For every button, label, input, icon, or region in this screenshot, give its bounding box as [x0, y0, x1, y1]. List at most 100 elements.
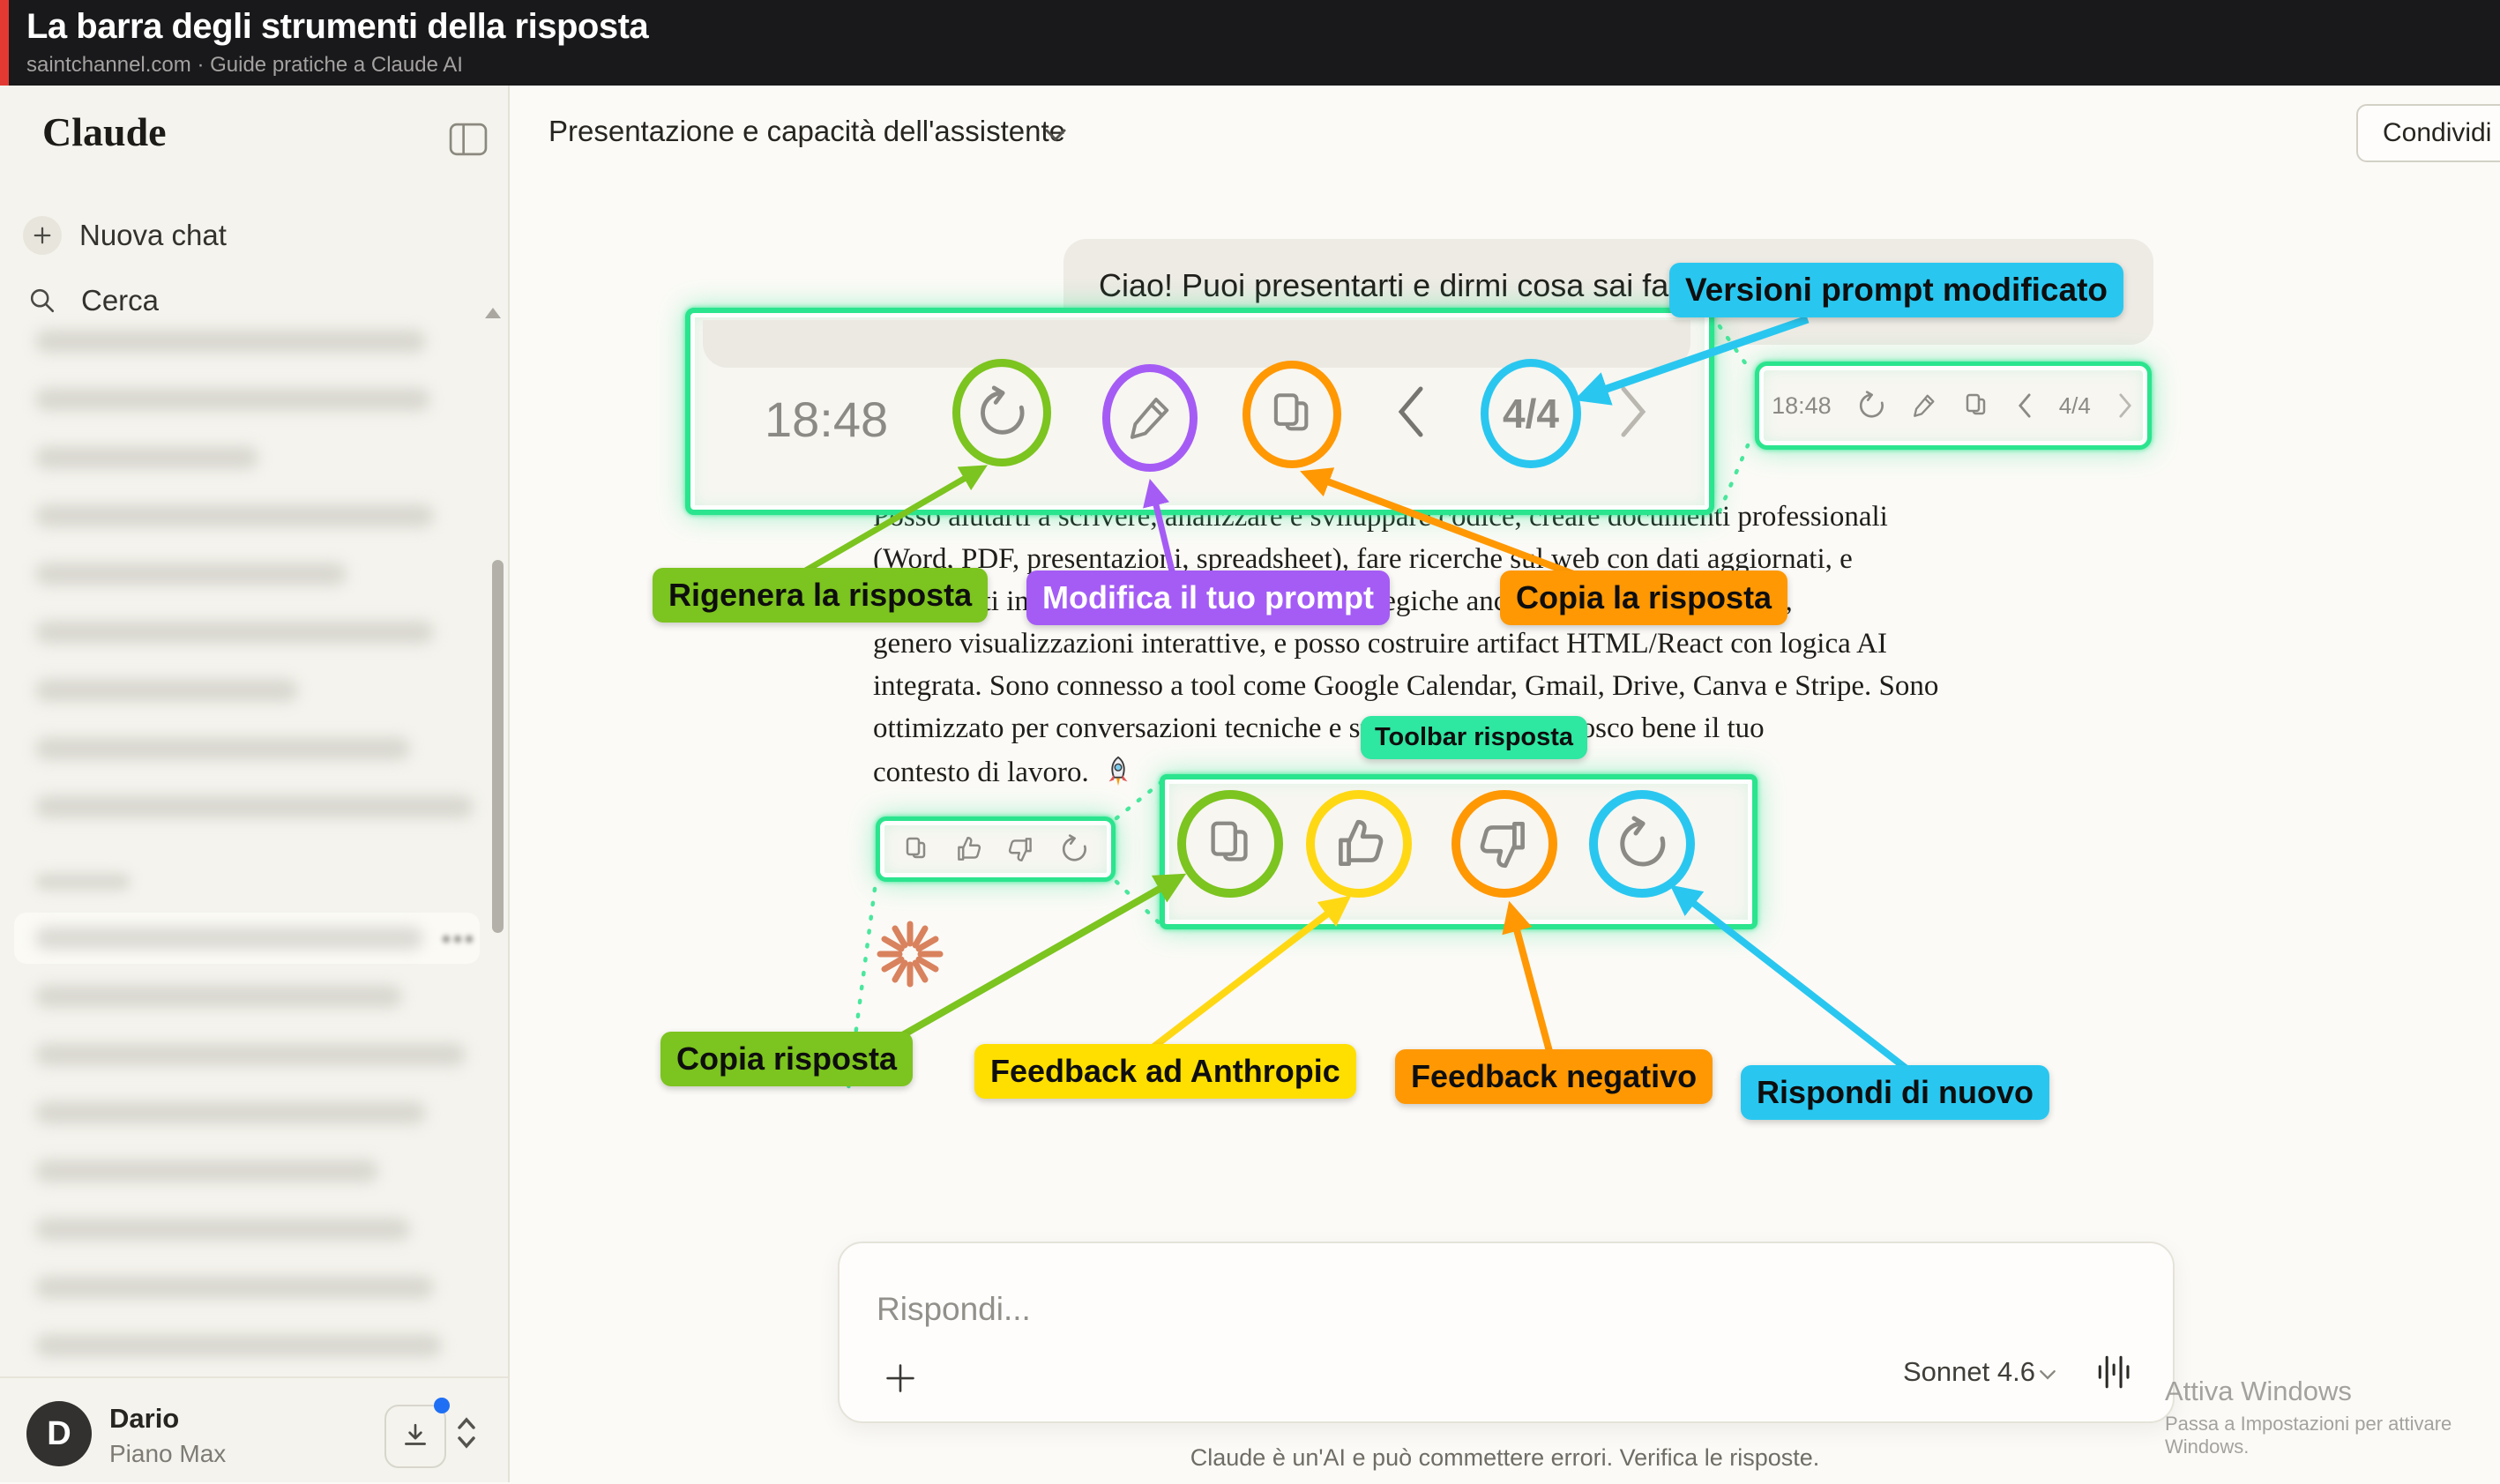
- label-feedback-negative: Feedback negativo: [1395, 1049, 1713, 1104]
- blurred-chat-title[interactable]: [35, 504, 434, 527]
- copy-icon: [1186, 799, 1274, 889]
- chevron-down-icon[interactable]: [2039, 1368, 2056, 1385]
- thumbs-down-icon: [1460, 799, 1549, 889]
- video-title-banner: La barra degli strumenti della risposta …: [0, 0, 2500, 86]
- blurred-chat-title[interactable]: [35, 621, 434, 644]
- banner-accent-stripe: [0, 0, 9, 86]
- blurred-chat-title[interactable]: [35, 330, 426, 353]
- message-toolbar: 18:48 4/4: [1755, 362, 2152, 450]
- plus-icon: [886, 1364, 914, 1392]
- avatar: D: [26, 1401, 92, 1466]
- model-selector[interactable]: Sonnet 4.6: [1903, 1356, 2035, 1387]
- retry-icon: [1598, 799, 1686, 889]
- page-indicator: 4/4: [1503, 391, 1559, 436]
- search-button[interactable]: Cerca: [0, 274, 508, 327]
- windows-activation-watermark: Attiva Windows Passa a Impostazioni per …: [2165, 1376, 2500, 1458]
- label-feedback-anthropic: Feedback ad Anthropic: [974, 1044, 1356, 1099]
- share-button[interactable]: Condividi: [2356, 104, 2500, 162]
- waveform-icon: [2098, 1355, 2130, 1389]
- user-plan: Piano Max: [109, 1440, 227, 1467]
- retry-icon[interactable]: [1059, 834, 1089, 864]
- label-edit-prompt: Modifica il tuo prompt: [1026, 570, 1390, 625]
- blurred-chat-title[interactable]: [35, 1334, 442, 1357]
- blurred-chat-title[interactable]: [35, 985, 402, 1008]
- search-icon: [25, 283, 60, 318]
- ai-disclaimer: Claude è un'AI e può commettere errori. …: [1190, 1444, 1820, 1471]
- watermark-line2: Passa a Impostazioni per attivare Window…: [2165, 1413, 2452, 1458]
- panel-icon: [449, 123, 488, 156]
- blurred-chat-title[interactable]: [35, 679, 298, 702]
- user-name: Dario: [109, 1403, 180, 1434]
- pencil-icon[interactable]: [1911, 392, 1937, 419]
- message-time: 18:48: [765, 392, 889, 447]
- chevron-right-icon: [1615, 384, 1652, 444]
- blurred-chat-title[interactable]: [35, 563, 347, 585]
- sidebar: Claude Nuova chat Cerca: [0, 86, 510, 1482]
- label-retry: Rispondi di nuovo: [1741, 1065, 2049, 1120]
- blurred-chat-title[interactable]: [35, 1276, 434, 1299]
- user-message-text: Ciao! Puoi presentarti e dirmi cosa sai …: [1099, 267, 1735, 303]
- response-line: genero visualizzazioni interattive, e po…: [873, 628, 1887, 660]
- sidebar-toggle-button[interactable]: [446, 119, 490, 160]
- blurred-chat-title[interactable]: [35, 388, 430, 411]
- thumbs-up-icon[interactable]: [953, 834, 983, 864]
- blurred-chat-title[interactable]: [35, 795, 474, 818]
- copy-icon[interactable]: [902, 835, 930, 863]
- blurred-chat-title[interactable]: [35, 737, 410, 760]
- response-toolbar: [876, 817, 1116, 882]
- sidebar-scrollbar-thumb[interactable]: [492, 560, 504, 933]
- download-icon: [405, 1423, 426, 1445]
- highlight-circle-thumbs-down: [1451, 790, 1557, 898]
- thumbs-up-icon: [1315, 799, 1403, 889]
- blurred-chat-title[interactable]: [35, 1043, 466, 1066]
- response-line-text: contesto di lavoro.: [873, 757, 1089, 788]
- blurred-chat-title[interactable]: [35, 1218, 410, 1241]
- highlight-circle-copy: [1243, 361, 1341, 468]
- copy-icon[interactable]: [1962, 392, 1990, 420]
- highlight-circle-versions: 4/4: [1481, 359, 1581, 468]
- copy-icon: [1250, 369, 1333, 460]
- chevron-right-icon[interactable]: [2116, 392, 2135, 419]
- message-time: 18:48: [1772, 392, 1832, 419]
- highlight-circle-thumbs-up: [1306, 790, 1412, 898]
- voice-mode-button[interactable]: [2095, 1353, 2134, 1396]
- expand-collapse-icon[interactable]: [455, 1415, 478, 1455]
- new-chat-label: Nuova chat: [79, 219, 227, 251]
- response-line: ottimizzato per conversazioni tecniche e…: [873, 712, 1765, 744]
- chevron-left-icon[interactable]: [2015, 392, 2034, 419]
- download-app-button[interactable]: [384, 1405, 446, 1468]
- chevron-left-icon: [1392, 384, 1429, 444]
- highlight-circle-regenerate: [952, 359, 1051, 466]
- thumbs-down-icon[interactable]: [1006, 834, 1036, 864]
- highlight-circle-retry: [1589, 790, 1695, 898]
- search-label: Cerca: [81, 284, 160, 317]
- attach-button[interactable]: [882, 1360, 919, 1401]
- notification-dot: [434, 1398, 450, 1413]
- response-line: integrata. Sono connesso a tool come Goo…: [873, 670, 1939, 702]
- blurred-chat-title[interactable]: [35, 1160, 378, 1182]
- retry-icon[interactable]: [1856, 391, 1886, 421]
- chat-history-item-selected[interactable]: [14, 913, 480, 964]
- chevron-down-icon[interactable]: [1044, 127, 1067, 147]
- banner-subtitle: saintchannel.com · Guide pratiche a Clau…: [26, 53, 463, 77]
- scrollbar-up-arrow[interactable]: [485, 308, 501, 318]
- highlight-circle-edit: [1102, 364, 1198, 472]
- item-options-icon[interactable]: [443, 936, 450, 943]
- blurred-chat-title: [35, 927, 423, 950]
- label-regenerate: Rigenera la risposta: [653, 568, 989, 623]
- blurred-chat-title[interactable]: [35, 446, 258, 469]
- retry-icon: [960, 367, 1043, 459]
- watermark-line1: Attiva Windows: [2165, 1376, 2352, 1406]
- user-menu[interactable]: D Dario Piano Max: [0, 1376, 508, 1484]
- label-versions: Versioni prompt modificato: [1669, 263, 2123, 317]
- page-indicator: 4/4: [2058, 392, 2091, 419]
- reply-input[interactable]: Rispondi...: [838, 1242, 2175, 1423]
- blurred-chat-title[interactable]: [35, 1101, 426, 1124]
- conversation-title[interactable]: Presentazione e capacità dell'assistente: [549, 115, 1065, 147]
- history-section-label-blurred: [35, 873, 131, 891]
- starburst-decoration: [877, 921, 944, 988]
- label-copy-response-bottom: Copia risposta: [660, 1032, 914, 1086]
- claude-logo: Claude: [42, 109, 167, 154]
- new-chat-button[interactable]: Nuova chat: [0, 209, 508, 262]
